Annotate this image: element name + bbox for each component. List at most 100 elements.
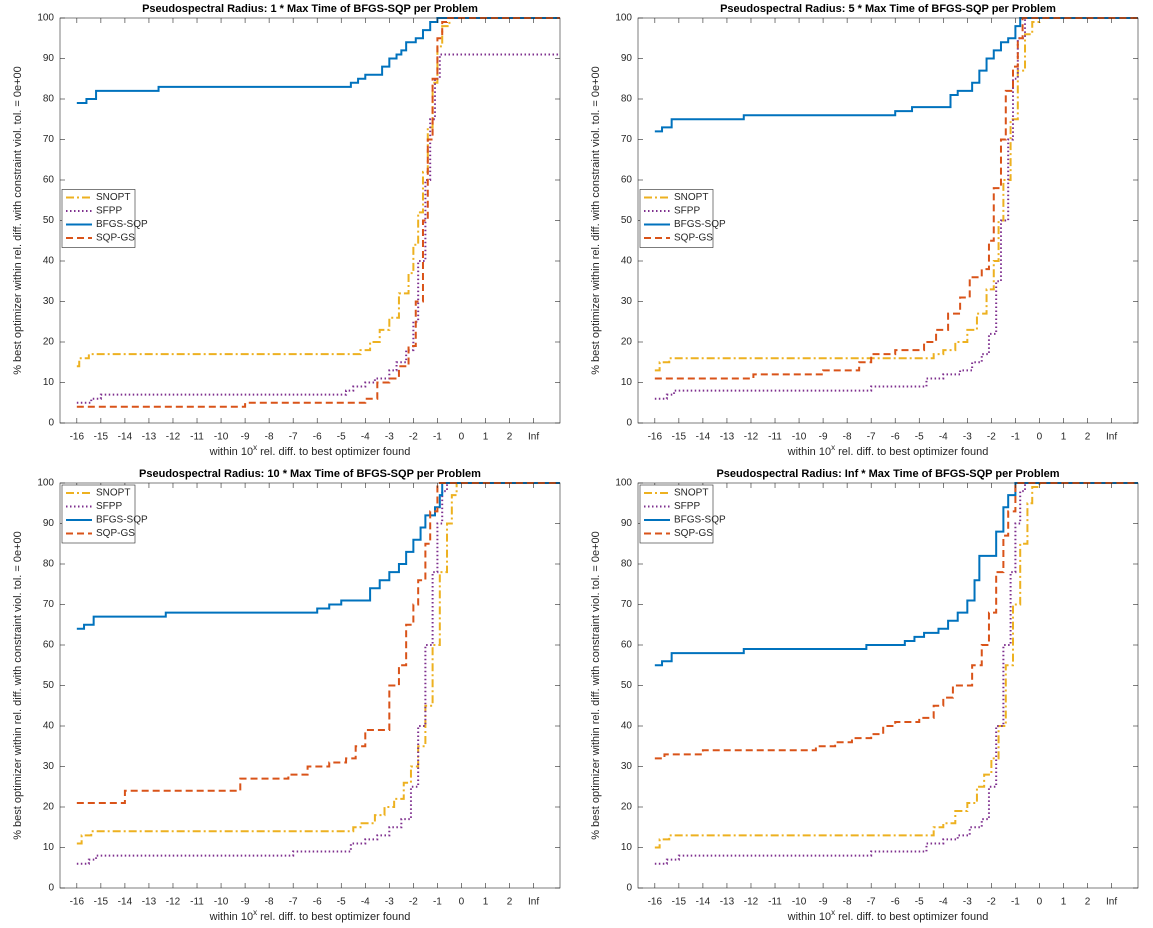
- y-tick-label: 10: [43, 377, 55, 388]
- x-tick-label: -9: [819, 897, 828, 908]
- x-tick-label: -15: [672, 897, 687, 908]
- x-axis-label: within 10x rel. diff. to best optimizer …: [787, 908, 989, 923]
- y-tick-label: 50: [43, 215, 55, 226]
- x-tick-label: -1: [433, 432, 442, 443]
- legend-label: BFGS-SQP: [674, 515, 726, 526]
- x-tick-label: -7: [289, 897, 298, 908]
- y-tick-label: 30: [621, 761, 633, 772]
- series-line: [654, 482, 1138, 760]
- x-tick-label: -6: [313, 897, 322, 908]
- x-tick-label: -16: [70, 432, 85, 443]
- x-tick-label: 2: [1085, 897, 1091, 908]
- x-tick-label: -10: [214, 432, 229, 443]
- y-tick-label: 80: [621, 559, 633, 570]
- x-axis-label-part: within 10: [787, 911, 831, 923]
- x-tick-label: -9: [819, 432, 828, 443]
- x-axis-label: within 10x rel. diff. to best optimizer …: [209, 443, 411, 458]
- legend-label: SFPP: [674, 206, 700, 217]
- y-tick-label: 90: [43, 53, 55, 64]
- y-tick-label: 30: [43, 296, 55, 307]
- x-axis-label: within 10x rel. diff. to best optimizer …: [209, 908, 411, 923]
- x-tick-label: -7: [867, 897, 876, 908]
- y-tick-label: 0: [48, 418, 54, 429]
- x-tick-label: Inf: [528, 432, 539, 443]
- legend-label: SNOPT: [96, 192, 130, 203]
- x-tick-label: Inf: [528, 897, 539, 908]
- chart-title: Pseudospectral Radius: 1 * Max Time of B…: [142, 3, 478, 15]
- y-tick-label: 0: [626, 883, 632, 894]
- y-tick-label: 40: [621, 721, 633, 732]
- x-axis-label: within 10x rel. diff. to best optimizer …: [787, 443, 989, 458]
- x-axis-label-part: within 10: [209, 446, 253, 458]
- x-tick-label: -5: [915, 897, 924, 908]
- x-tick-label: 2: [507, 432, 513, 443]
- x-tick-label: -1: [1011, 897, 1020, 908]
- x-tick-label: -1: [1011, 432, 1020, 443]
- x-tick-label: -6: [313, 432, 322, 443]
- x-tick-label: -7: [867, 432, 876, 443]
- legend-label: BFGS-SQP: [674, 219, 726, 230]
- x-tick-label: -5: [337, 432, 346, 443]
- x-axis-label-part: rel. diff. to best optimizer found: [257, 911, 410, 923]
- x-tick-label: 1: [483, 897, 489, 908]
- x-tick-label: -12: [166, 897, 181, 908]
- x-tick-label: -8: [843, 897, 852, 908]
- y-tick-label: 40: [621, 256, 633, 267]
- legend-label: SNOPT: [674, 192, 708, 203]
- x-tick-label: 0: [459, 432, 465, 443]
- y-tick-label: 0: [48, 883, 54, 894]
- plot-area: [60, 18, 560, 423]
- x-tick-label: -3: [963, 897, 972, 908]
- x-tick-label: -16: [648, 432, 663, 443]
- x-tick-label: -14: [118, 432, 133, 443]
- x-tick-label: -5: [915, 432, 924, 443]
- legend-box: [61, 484, 136, 544]
- x-tick-label: -12: [744, 897, 759, 908]
- x-tick-label: -8: [843, 432, 852, 443]
- x-tick-label: -4: [939, 432, 948, 443]
- series-line: [654, 482, 1138, 667]
- y-tick-label: 100: [37, 13, 54, 24]
- x-tick-label: -11: [768, 432, 782, 443]
- x-tick-label: 2: [1085, 432, 1091, 443]
- y-axis-label: % best optimizer within rel. diff. with …: [590, 66, 602, 375]
- y-tick-label: 40: [43, 256, 55, 267]
- plot-area: [638, 483, 1138, 888]
- y-tick-label: 80: [43, 559, 55, 570]
- series-line: [76, 17, 560, 408]
- series-line: [654, 17, 1138, 380]
- series-line: [654, 482, 1138, 849]
- legend-label: SQP-GS: [96, 233, 135, 244]
- legend-label: SFPP: [96, 501, 122, 512]
- x-tick-label: -9: [241, 897, 250, 908]
- legend: SNOPT SFPP BFGS-SQP SQP-GS: [61, 189, 148, 248]
- y-tick-label: 60: [43, 175, 55, 186]
- chart-title: Pseudospectral Radius: Inf * Max Time of…: [716, 468, 1059, 480]
- y-tick-label: 100: [615, 13, 632, 24]
- x-tick-label: -2: [987, 897, 996, 908]
- legend: SNOPT SFPP BFGS-SQP SQP-GS: [61, 484, 148, 544]
- x-tick-label: -10: [792, 432, 807, 443]
- x-tick-label: -16: [70, 897, 85, 908]
- series-line: [76, 17, 560, 105]
- legend: SNOPT SFPP BFGS-SQP SQP-GS: [639, 189, 726, 248]
- x-axis-label-part: x: [253, 443, 257, 452]
- chart-title: Pseudospectral Radius: 5 * Max Time of B…: [720, 3, 1056, 15]
- x-tick-label: -8: [265, 432, 274, 443]
- y-tick-label: 70: [621, 134, 633, 145]
- x-tick-label: -16: [648, 897, 663, 908]
- legend: SNOPT SFPP BFGS-SQP SQP-GS: [639, 484, 726, 544]
- y-tick-label: 70: [621, 599, 633, 610]
- series-line: [654, 17, 1138, 372]
- x-tick-label: -13: [142, 897, 157, 908]
- series-line: [76, 482, 560, 865]
- x-tick-label: 2: [507, 897, 513, 908]
- x-tick-label: -3: [385, 897, 394, 908]
- x-tick-label: 0: [459, 897, 465, 908]
- x-tick-label: -8: [265, 897, 274, 908]
- x-tick-label: -14: [118, 897, 133, 908]
